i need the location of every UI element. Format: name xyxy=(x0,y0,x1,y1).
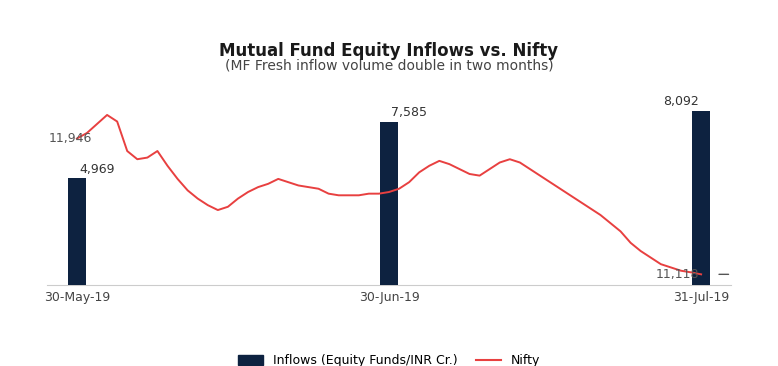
Text: 11,118: 11,118 xyxy=(656,268,699,281)
Text: 7,585: 7,585 xyxy=(391,106,427,119)
Text: 11,946: 11,946 xyxy=(49,132,92,145)
Text: 4,969: 4,969 xyxy=(79,163,114,176)
Title: Mutual Fund Equity Inflows vs. Nifty: Mutual Fund Equity Inflows vs. Nifty xyxy=(219,41,559,60)
Bar xyxy=(692,111,710,285)
Text: 8,092: 8,092 xyxy=(664,95,699,108)
Bar xyxy=(380,122,398,285)
Text: (MF Fresh inflow volume double in two months): (MF Fresh inflow volume double in two mo… xyxy=(225,58,553,72)
Bar xyxy=(68,178,86,285)
Legend: Inflows (Equity Funds/INR Cr.), Nifty: Inflows (Equity Funds/INR Cr.), Nifty xyxy=(233,349,545,366)
